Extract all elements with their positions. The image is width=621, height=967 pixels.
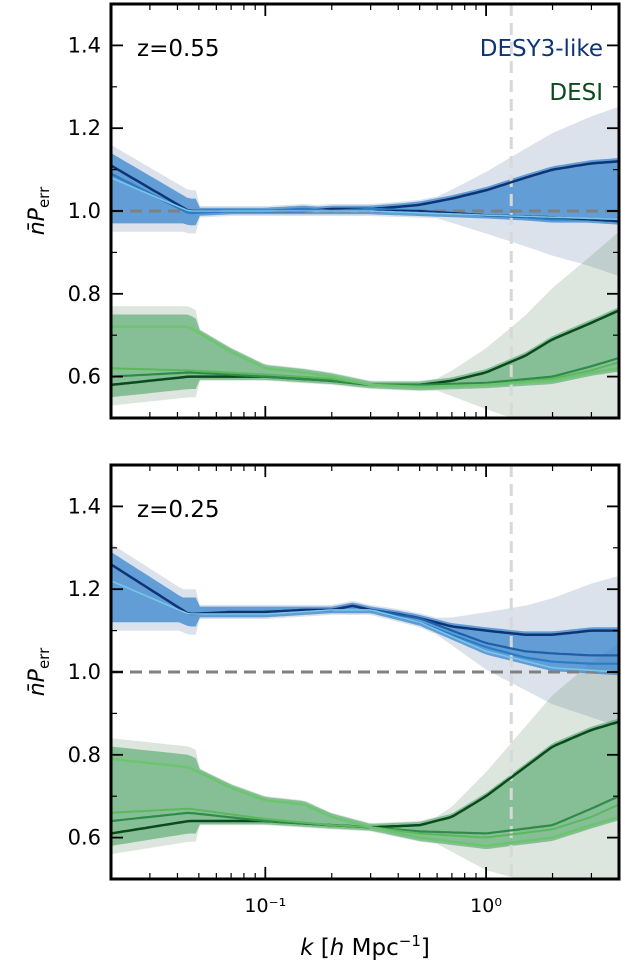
x-tick-label: 10⁻¹: [244, 895, 286, 917]
band-desy3-inner: [111, 153, 619, 226]
y-tick-label: 0.6: [68, 365, 101, 389]
y-tick-label: 1.2: [68, 116, 101, 140]
series-line-7: [111, 325, 619, 389]
y-tick-label: 1.2: [68, 577, 101, 601]
band-desi-inner: [111, 718, 619, 849]
legend-entry: DESY3-like: [480, 36, 603, 62]
band-desy3-outer: [111, 106, 619, 276]
series-line-1: [111, 172, 619, 221]
y-tick-label: 1.0: [68, 199, 101, 223]
x-tick-label: 10⁰: [470, 895, 502, 917]
y-tick-label: 1.0: [68, 660, 101, 684]
y-tick-label: 0.8: [68, 743, 101, 767]
panel-annotation: z=0.55: [137, 36, 220, 62]
series-line-3: [111, 580, 619, 673]
y-tick-label: 1.4: [68, 33, 101, 57]
legend-entry: DESI: [549, 80, 603, 106]
y-tick-label: 0.8: [68, 282, 101, 306]
panel-top: 0.6 0.8 1.0 1.2 1.4 n̄Perr z=0.55 DESY3-like DES…: [25, 2, 621, 420]
y-axis-label: n̄Perr: [25, 647, 53, 696]
x-axis-label: k [h Mpc−1]: [300, 932, 430, 961]
y-tick-label: 1.4: [68, 494, 101, 518]
series-line-1: [373, 609, 619, 657]
panel-annotation: z=0.25: [137, 497, 220, 523]
y-axis-label: n̄Perr: [25, 186, 53, 235]
plot-area: [111, 465, 619, 879]
series-line-3: [111, 177, 619, 221]
plot-area: [111, 4, 619, 418]
y-tick-label: 0.6: [68, 826, 101, 850]
series-line-7: [111, 757, 619, 847]
panel-bottom: 0.6 0.8 1.0 1.2 1.4 10⁻¹ 10⁰ n̄Perr z=0.25: [25, 463, 621, 917]
